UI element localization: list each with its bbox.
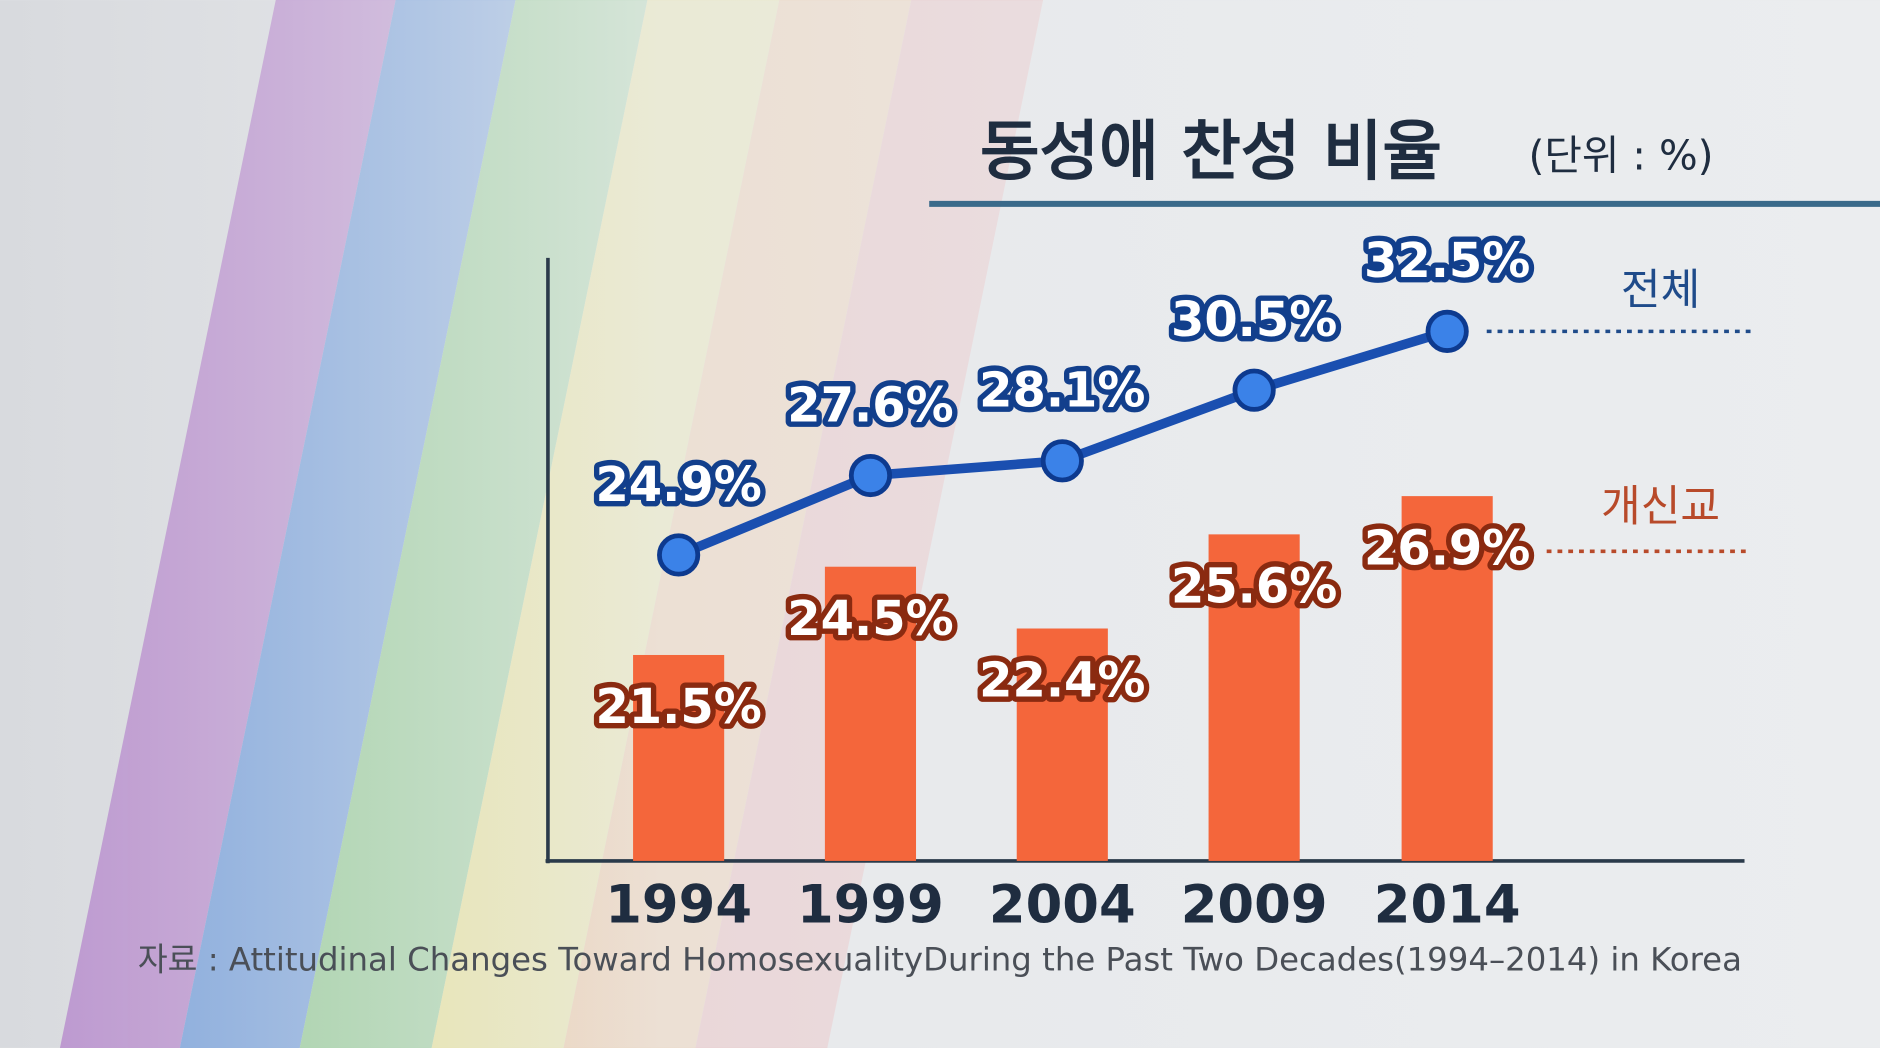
chart-title: 동성애 찬성 비율 [980,114,1442,189]
x-tick-label: 2014 [1374,874,1521,935]
point [657,533,701,577]
point-value-label: 27.6% [787,377,953,433]
point [848,453,893,498]
x-tick-label: 1999 [797,874,944,935]
bar [633,654,725,861]
x-tick-label: 1994 [605,874,752,935]
point-value-label: 32.5% [1364,233,1530,289]
bar [1401,496,1493,861]
point-value-label: 24.9% [595,457,761,513]
point-value-label: 30.5% [1171,292,1337,348]
bar [824,566,917,861]
bar-value-label: 25.6% [1171,559,1337,615]
point [1232,368,1276,412]
source-note: 자료 : Attitudinal Changes Toward Homosexu… [138,941,1742,979]
x-tick-label: 2004 [989,874,1136,935]
point [1425,309,1469,353]
x-tick-label: 2009 [1181,874,1328,935]
chart-subtitle: (단위 : %) [1528,131,1713,179]
legend-label: 개신교 [1601,482,1720,532]
bar-value-label: 22.4% [979,653,1145,709]
point-value-label: 28.1% [979,363,1145,419]
bar [1016,628,1108,861]
bar-value-label: 26.9% [1364,520,1530,576]
bar-value-label: 21.5% [595,679,761,735]
value-labels: 21.5% 24.5% 22.4% 25.6% 26.9% 24.9% 27.6% 28.1%… [590,228,1536,741]
legend-label: 전체 [1621,266,1700,316]
point [1040,439,1084,483]
bar [1208,534,1300,861]
bar-value-label: 24.5% [787,591,953,647]
